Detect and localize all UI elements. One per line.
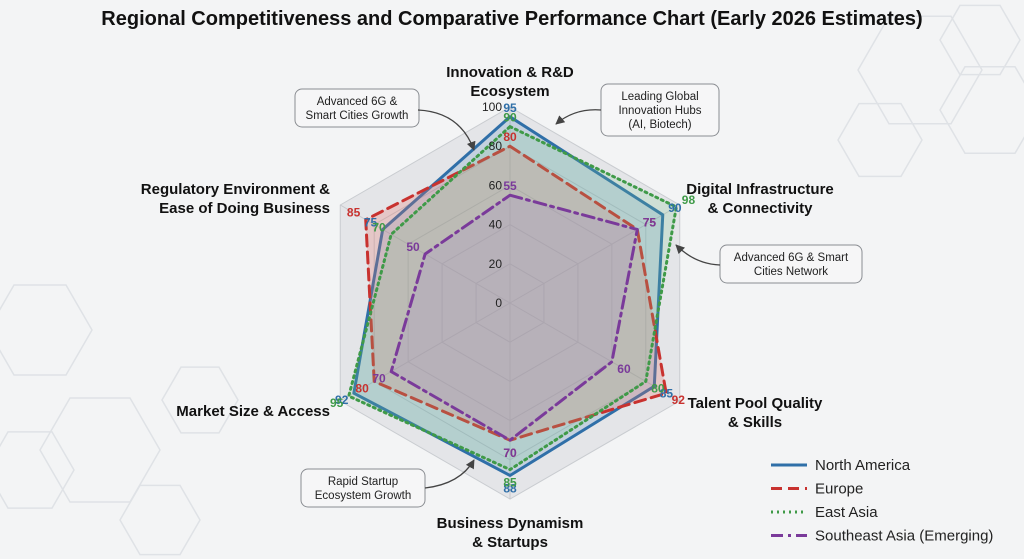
tick-label: 40 (489, 218, 503, 232)
annotation-arrow (417, 109, 476, 151)
annotation-text: Smart Cities Growth (306, 110, 409, 122)
background-hexagon (119, 484, 201, 556)
value-label: 95 (330, 396, 344, 410)
value-label: 85 (347, 206, 361, 220)
axis-label: Ecosystem (470, 83, 549, 100)
axis-label: Digital Infrastructure (686, 181, 834, 198)
value-label: 90 (668, 201, 682, 215)
value-label: 80 (355, 381, 369, 395)
tick-label: 60 (489, 178, 503, 192)
value-label: 98 (682, 193, 696, 207)
tick-label: 80 (489, 139, 503, 153)
grid-spoke (509, 204, 680, 304)
series-north-america (352, 115, 665, 477)
value-label: 85 (660, 386, 674, 400)
tick-label: 100 (482, 100, 502, 114)
background-hexagon (857, 15, 983, 125)
value-label: 70 (503, 446, 517, 460)
legend-label: Southeast Asia (Emerging) (815, 528, 993, 545)
value-label: 85 (503, 476, 517, 490)
series-east-asia (347, 125, 678, 472)
value-label: 75 (643, 216, 657, 230)
background-hexagon (39, 397, 161, 503)
annotation-arrow (424, 459, 475, 489)
legend-label: North America (815, 457, 911, 474)
annotation-text: Leading Global (621, 91, 698, 103)
series-southeast-asia-emerging (389, 193, 639, 442)
axis-label: Talent Pool Quality (688, 395, 823, 412)
legend-label: Europe (815, 481, 863, 498)
axis-label: & Connectivity (707, 200, 813, 217)
axis-label: Market Size & Access (176, 403, 330, 420)
value-label: 92 (335, 393, 349, 407)
annotation-arrow (675, 244, 721, 266)
value-label: 60 (617, 362, 631, 376)
background-hexagon (0, 431, 75, 509)
tick-label: 0 (495, 296, 502, 310)
background-hexagon (939, 4, 1021, 76)
axis-label: Regulatory Environment & (141, 181, 330, 198)
value-label: 55 (503, 179, 517, 193)
background-hexagon (161, 366, 239, 434)
value-label: 88 (503, 481, 517, 495)
value-label: 70 (503, 446, 517, 460)
annotation-text: (AI, Biotech) (628, 119, 691, 131)
axis-label: Business Dynamism (437, 515, 584, 532)
legend-label: East Asia (815, 504, 878, 521)
annotation-text: Cities Network (754, 266, 828, 278)
annotation-box (719, 244, 863, 284)
value-label: 70 (372, 372, 386, 386)
value-label: 80 (651, 381, 665, 395)
grid-spoke (509, 302, 680, 402)
annotation-text: Advanced 6G & Smart (734, 252, 849, 264)
axis-label: Ease of Doing Business (159, 200, 330, 217)
axis-label: Innovation & R&D (446, 64, 574, 81)
tick-label: 20 (489, 257, 503, 271)
annotation-text: Advanced 6G & (317, 96, 398, 108)
background-hexagon (939, 65, 1024, 155)
value-label: 90 (503, 111, 517, 125)
annotation-text: Innovation Hubs (618, 105, 701, 117)
background-hexagon (837, 102, 923, 178)
annotation-text: Ecosystem Growth (315, 490, 412, 502)
value-label: 50 (406, 240, 420, 254)
value-label: 80 (503, 130, 517, 144)
value-label: 95 (503, 101, 517, 115)
value-label: 75 (364, 216, 378, 230)
annotation-arrow (555, 109, 602, 125)
axis-label: & Startups (472, 534, 548, 551)
value-label: 92 (672, 393, 686, 407)
chart-title: Regional Competitiveness and Comparative… (101, 8, 922, 30)
annotation-box (294, 88, 420, 128)
axis-label: & Skills (728, 414, 782, 431)
background-hexagon (0, 284, 93, 376)
grid-spoke (340, 302, 511, 402)
value-label: 70 (372, 220, 386, 234)
value-label: 75 (643, 216, 657, 230)
annotation-text: Rapid Startup (328, 476, 398, 488)
